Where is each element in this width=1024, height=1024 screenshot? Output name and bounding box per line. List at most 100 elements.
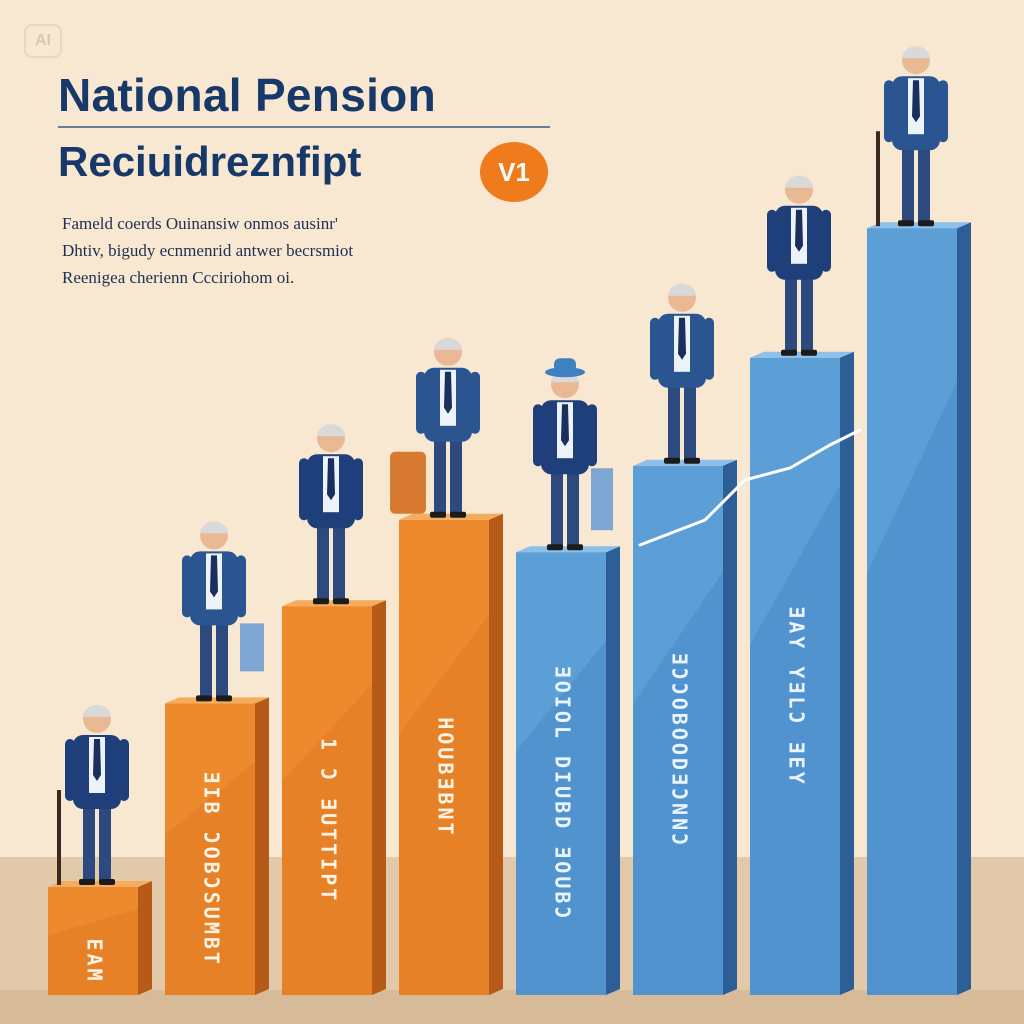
bar-group: HOUBƎBNT	[399, 513, 503, 995]
bar-group: EAM	[48, 881, 152, 995]
figure-leg	[668, 383, 680, 462]
elderly-man-icon	[650, 283, 714, 464]
bar-shade	[399, 614, 489, 995]
figure-arm	[884, 80, 894, 143]
bar-label: 1 Ɔ ƎUTTIPT	[317, 738, 341, 903]
figure-leg	[450, 437, 462, 516]
bar	[867, 228, 957, 995]
figure-arm	[821, 209, 831, 272]
figure-hair	[200, 521, 228, 534]
elderly-man-briefcase-icon	[182, 521, 264, 702]
figure-arm	[65, 739, 75, 801]
bar-label: EAM	[83, 938, 107, 983]
bar-shade	[633, 571, 723, 995]
bar-group	[867, 222, 971, 995]
figure-leg	[99, 805, 111, 883]
elderly-man-suitcase-icon	[390, 337, 480, 518]
figure-hair	[83, 705, 111, 717]
figure-hair	[434, 337, 462, 350]
bar-label: ƎIB ƆOBƆSUMBT	[200, 771, 224, 967]
description-text: Fameld coerds Ouinansiw onmos ausinr' Dh…	[62, 210, 532, 291]
bar	[633, 465, 723, 995]
description-line: Fameld coerds Ouinansiw onmos ausinr'	[62, 214, 338, 233]
figure-arm	[299, 458, 309, 521]
figure-arm	[416, 371, 426, 434]
version-badge: V1	[480, 142, 548, 202]
figure-shoe	[664, 457, 680, 464]
figure-tie	[327, 458, 335, 501]
bar-side	[957, 222, 971, 995]
bar-shade	[165, 761, 255, 995]
hat-crown	[554, 358, 576, 373]
page-title: National Pension	[58, 69, 436, 121]
bar-label: ƎAY YƎLƆ ƎEY	[785, 606, 809, 787]
title-divider	[58, 126, 550, 128]
elderly-man-cane-icon	[57, 705, 129, 885]
figure-shoe	[430, 511, 446, 518]
figure-shoe	[918, 220, 934, 227]
figure-shoe	[547, 544, 563, 551]
figure-leg	[785, 275, 797, 354]
figure-hair	[317, 424, 345, 437]
bar-side	[372, 600, 386, 995]
figure-leg	[317, 524, 329, 603]
figure-hair	[785, 175, 813, 188]
page-subtitle-heading: Reciuidreznfipt	[58, 138, 362, 185]
figure-leg	[551, 470, 563, 549]
elderly-woman-hat-icon	[533, 358, 613, 551]
figure-shoe	[79, 879, 95, 885]
figure-shoe	[684, 457, 700, 464]
bar-label: HOUBƎBNT	[434, 717, 458, 837]
figure-leg	[902, 146, 914, 225]
bar-side	[606, 546, 620, 995]
figure-arm	[938, 80, 948, 143]
bar-side	[840, 351, 854, 995]
figure-leg	[684, 383, 696, 462]
bar-side	[723, 459, 737, 995]
figure-tie	[795, 209, 803, 252]
figure-tie	[444, 371, 452, 414]
figure-shoe	[450, 511, 466, 518]
figure-shoe	[196, 695, 212, 702]
figure-leg	[216, 621, 228, 700]
figure-shoe	[567, 544, 583, 551]
suitcase	[390, 451, 426, 514]
bar-side	[138, 881, 152, 995]
figure-arm	[704, 317, 714, 380]
figure-leg	[333, 524, 345, 603]
bar	[516, 552, 606, 995]
figure-leg	[801, 275, 813, 354]
figure-shoe	[333, 598, 349, 605]
figure-tie	[210, 555, 218, 598]
figure-arm	[767, 209, 777, 272]
bar-group: ƎƆƆOBOODƎƆNNƆ	[633, 459, 737, 995]
bar-label: ƎOIOL DIUBD ƎOUBƆ	[551, 666, 575, 922]
bar-group: ƎOIOL DIUBD ƎOUBƆ	[516, 546, 620, 995]
figure-arm	[236, 555, 246, 618]
figure-shoe	[898, 220, 914, 227]
figure-tie	[561, 404, 569, 447]
figure-leg	[83, 805, 95, 883]
document-folder	[240, 623, 264, 672]
bar-shade	[282, 683, 372, 995]
description-line: Dhtiv, bigudy ecnmenrid antwer becrsmiot	[62, 241, 354, 260]
bar-shade	[867, 381, 957, 995]
ai-badge: AI	[24, 24, 62, 58]
figure-leg	[567, 470, 579, 549]
figure-tie	[678, 317, 686, 360]
bar-shade	[750, 485, 840, 995]
elderly-man-cane-icon	[876, 46, 948, 227]
figure-shoe	[313, 598, 329, 605]
figure-arm	[119, 739, 129, 801]
figure-arm	[650, 317, 660, 380]
bar	[165, 703, 255, 995]
figure-tie	[93, 739, 101, 781]
figure-arm	[353, 458, 363, 521]
figure-arm	[587, 404, 597, 467]
figure-arm	[182, 555, 192, 618]
description-line: Reenigea cherienn Ccciriohom oi.	[62, 268, 295, 287]
bar-label: ƎƆƆOBOODƎƆNNƆ	[668, 653, 692, 849]
figure-hair	[668, 283, 696, 296]
figure-arm	[533, 404, 543, 467]
